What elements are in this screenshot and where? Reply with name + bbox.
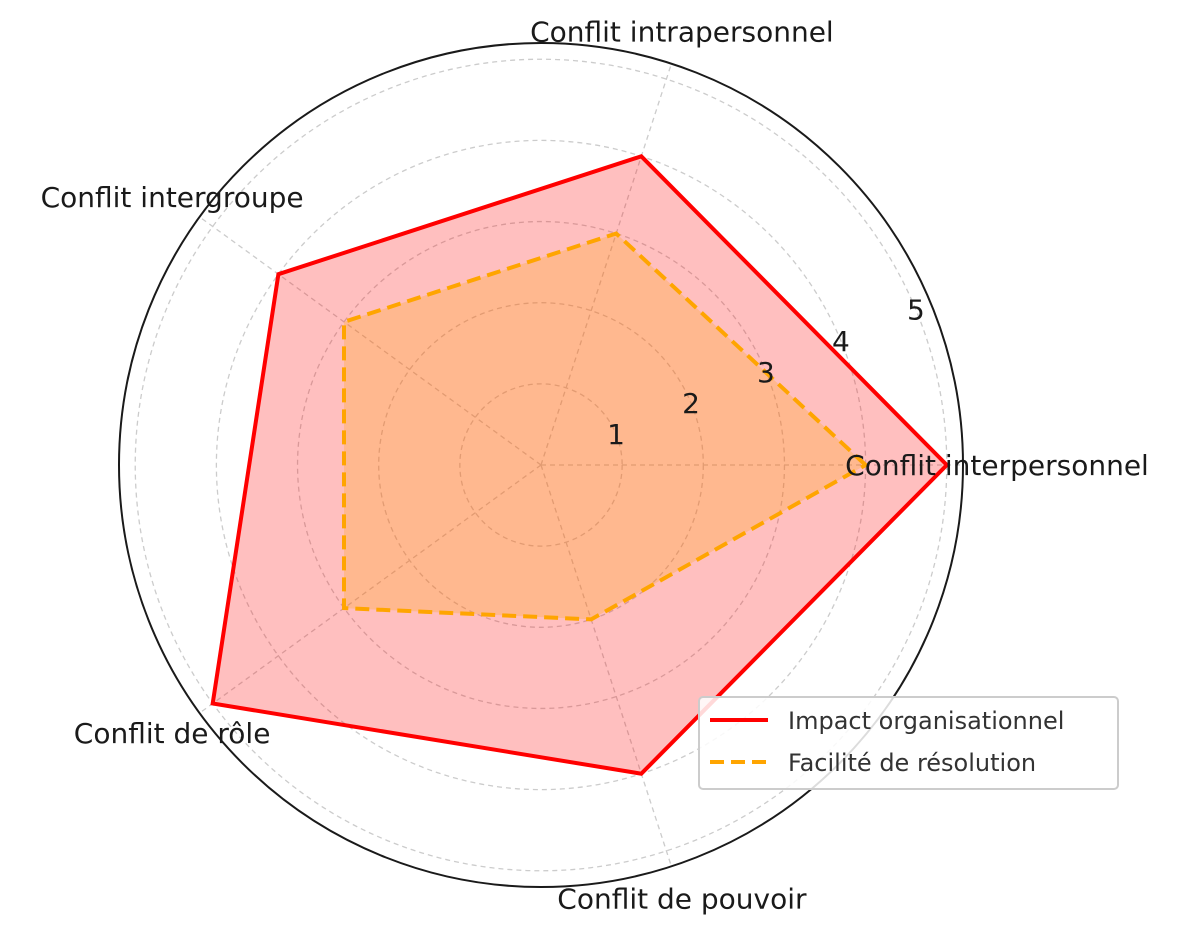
- series-layer: [210, 154, 950, 776]
- r-tick-label-2: 2: [682, 387, 700, 420]
- category-label-3: Conflit de rôle: [74, 717, 271, 750]
- grid-spoke-1: [540, 63, 673, 466]
- grid-spoke-2: [199, 216, 542, 466]
- legend-label-impact: Impact organisationnel: [788, 707, 1064, 735]
- series-line-0: [210, 154, 950, 776]
- r-tick-label-3: 3: [757, 356, 775, 389]
- legend: Impact organisationnel Facilité de résol…: [698, 696, 1119, 790]
- category-label-1: Conflit intrapersonnel: [530, 15, 834, 48]
- labels: 1 2 3 4 5 Conflit interpersonnel Conflit intra…: [41, 15, 1149, 915]
- category-label-0: Conflit interpersonnel: [845, 449, 1149, 482]
- category-label-4: Conflit de pouvoir: [557, 883, 807, 916]
- grid-spoke-4: [540, 464, 673, 867]
- series-line-1: [342, 231, 869, 622]
- category-label-2: Conflit intergroupe: [41, 181, 304, 214]
- r-tick-label-4: 4: [832, 325, 850, 358]
- series-fill-0: [212, 156, 947, 774]
- grid-spoke-3: [199, 464, 542, 714]
- polar-frame: [118, 42, 964, 888]
- legend-label-resolution: Facilité de résolution: [788, 749, 1036, 777]
- series-fill-1: [344, 233, 866, 620]
- r-tick-label-1: 1: [607, 418, 625, 451]
- legend-frame: [698, 696, 1119, 790]
- r-tick-label-5: 5: [907, 294, 925, 327]
